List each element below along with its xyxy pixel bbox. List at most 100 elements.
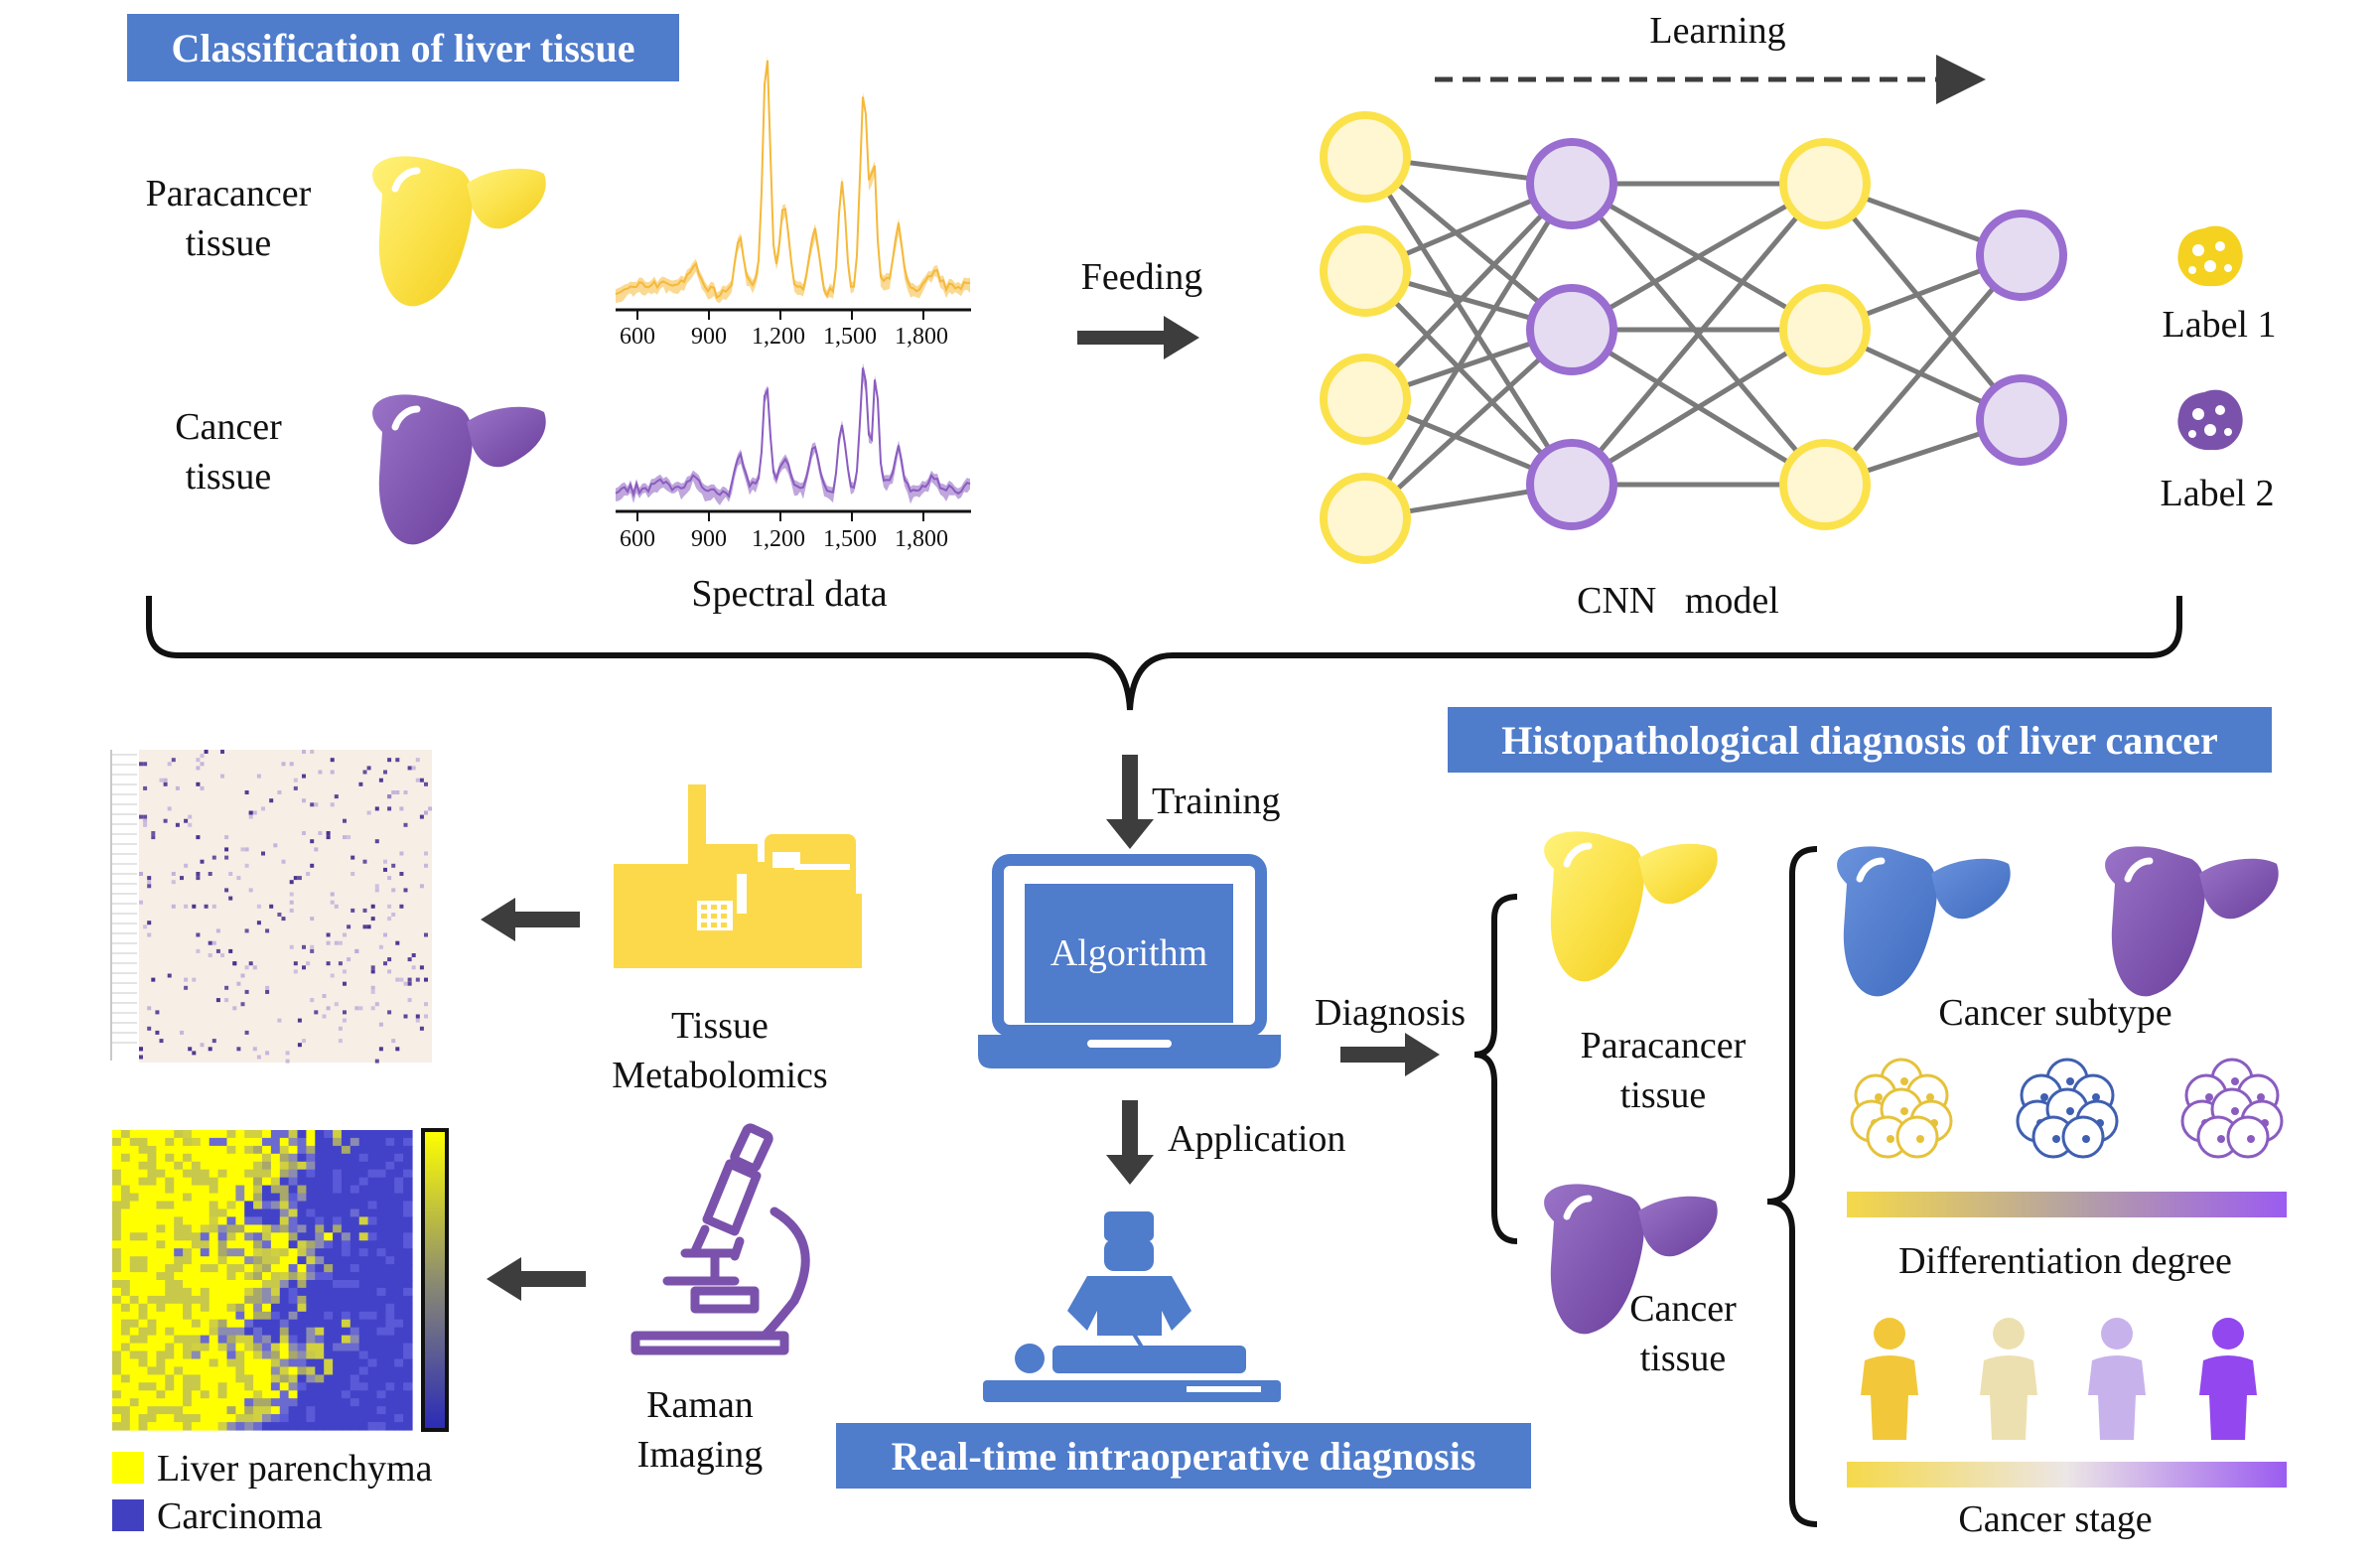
legend-liver-label: Liver parenchyma [157, 1448, 433, 1490]
tick-top-1800: 1,800 [895, 324, 948, 350]
cell-cluster-icon [2016, 1058, 2119, 1159]
application-arrow [1106, 1100, 1154, 1185]
tick-top-1500: 1,500 [823, 324, 877, 350]
cnn-node-2-0 [1779, 138, 1871, 229]
realtime-banner: Real-time intraoperative diagnosis [836, 1423, 1531, 1489]
stage-person-2-icon [1980, 1318, 2037, 1440]
cancer-label-line2: tissue [185, 456, 272, 497]
stage-people-icons [1861, 1318, 2257, 1440]
stage-person-4-icon [2199, 1318, 2257, 1440]
cnn-node-0-2 [1320, 354, 1411, 445]
training-label: Training [1152, 781, 1281, 822]
right-paracancer-line1: Paracancer [1580, 1025, 1747, 1066]
microscope-icon [630, 1123, 810, 1355]
tissue-metabolomics-label: Tissue Metabolomics [586, 1001, 854, 1100]
cell-cluster-icon [1850, 1058, 1953, 1159]
cnn-node-0-1 [1320, 225, 1411, 317]
raman-image [112, 1130, 413, 1431]
tick-top-900: 900 [691, 324, 727, 350]
cancer-stage-label: Cancer stage [1958, 1498, 2153, 1540]
cnn-nodes [1320, 111, 2067, 564]
cnn-node-1-2 [1526, 439, 1617, 530]
tick-bottom-1800: 1,800 [895, 526, 948, 552]
stage-gradient-bar [1847, 1462, 2287, 1488]
metabolomics-arrow [481, 898, 580, 941]
paracancer-label-line2: tissue [185, 222, 272, 264]
metabolomics-heatmap [110, 750, 433, 1064]
tissue-metabolomics-line1: Tissue [671, 1005, 769, 1047]
diagnosis-arrow [1340, 1033, 1440, 1076]
cnn-node-1-0 [1526, 138, 1617, 229]
subtype-blue-liver-icon [1837, 846, 2011, 997]
stage-person-3-icon [2088, 1318, 2146, 1440]
spectral-caption: Spectral data [691, 573, 888, 615]
right-cancer-liver-icon [1544, 1184, 1718, 1335]
cancer-label-line1: Cancer [175, 406, 282, 448]
mass-spectrometer-icon [614, 784, 862, 968]
application-label: Application [1168, 1118, 1346, 1160]
right-paracancer-label: Paracancer tissue [1549, 1021, 1777, 1120]
legend-carcinoma-swatch [112, 1499, 144, 1531]
classification-banner: Classification of liver tissue [127, 14, 679, 81]
right-paracancer-liver-icon [1544, 831, 1718, 982]
cnn-node-2-2 [1779, 439, 1871, 530]
tick-bottom-1500: 1,500 [823, 526, 877, 552]
differentiation-gradient-bar [1847, 1192, 2287, 1217]
cnn-node-0-3 [1320, 473, 1411, 564]
histopathological-banner: Histopathological diagnosis of liver can… [1448, 707, 2272, 773]
right-cancer-line2: tissue [1639, 1338, 1727, 1379]
cancer-spectrum [615, 362, 971, 505]
cnn-caption: CNN model [1577, 580, 1779, 622]
raman-imaging-label: Raman Imaging [596, 1380, 804, 1480]
stage-person-1-icon [1861, 1318, 1918, 1440]
tissue-metabolomics-line2: Metabolomics [612, 1055, 828, 1096]
paracancer-label: Paracancer tissue [119, 169, 338, 268]
laptop-icon [978, 854, 1281, 1068]
cancer-liver-icon [372, 394, 546, 545]
feeding-label: Feeding [1080, 256, 1203, 298]
label2-cell-icon [2177, 389, 2243, 451]
top-grouping-brace [146, 596, 2182, 711]
training-arrow [1106, 755, 1154, 849]
diagnosis-brace [1473, 894, 1518, 1244]
cancer-label: Cancer tissue [119, 402, 338, 501]
right-paracancer-line2: tissue [1619, 1074, 1707, 1116]
feeding-arrow [1077, 316, 1199, 359]
subtype-purple-liver-icon [2105, 846, 2279, 997]
spectrum-ticks [636, 310, 924, 521]
cnn-node-0-0 [1320, 111, 1411, 203]
diagnosis-label: Diagnosis [1315, 992, 1466, 1034]
tick-bottom-1200: 1,200 [752, 526, 805, 552]
cnn-node-2-1 [1779, 284, 1871, 375]
raman-arrow [487, 1257, 586, 1301]
tick-top-600: 600 [620, 324, 655, 350]
right-cancer-line1: Cancer [1629, 1288, 1737, 1330]
paracancer-liver-icon [372, 156, 546, 307]
paracancer-label-line1: Paracancer [145, 173, 312, 214]
paracancer-spectrum [615, 55, 971, 304]
label1: Label 1 [2162, 304, 2277, 346]
learning-label: Learning [1649, 10, 1786, 52]
label1-cell-icon [2177, 225, 2243, 287]
raman-imaging-line2: Imaging [636, 1434, 764, 1476]
label2: Label 2 [2160, 473, 2275, 514]
differentiation-degree-label: Differentiation degree [1898, 1240, 2232, 1282]
cnn-edges [1362, 154, 2024, 521]
surgeon-icon [983, 1211, 1281, 1402]
right-cancer-label: Cancer tissue [1569, 1284, 1797, 1383]
legend-carcinoma-label: Carcinoma [157, 1495, 323, 1537]
raman-imaging-line1: Raman [646, 1384, 754, 1426]
cancer-subtype-label: Cancer subtype [1938, 992, 2172, 1034]
raman-colorbar [421, 1128, 449, 1432]
tick-bottom-600: 600 [620, 526, 655, 552]
cnn-node-1-1 [1526, 284, 1617, 375]
cnn-node-3-1 [1976, 374, 2067, 466]
tick-top-1200: 1,200 [752, 324, 805, 350]
legend-liver-swatch [112, 1452, 144, 1484]
algorithm-label: Algorithm [1050, 932, 1208, 974]
cell-cluster-icon [2180, 1058, 2284, 1159]
cell-clusters [1850, 1058, 2284, 1159]
tick-bottom-900: 900 [691, 526, 727, 552]
cnn-node-3-0 [1976, 210, 2067, 301]
